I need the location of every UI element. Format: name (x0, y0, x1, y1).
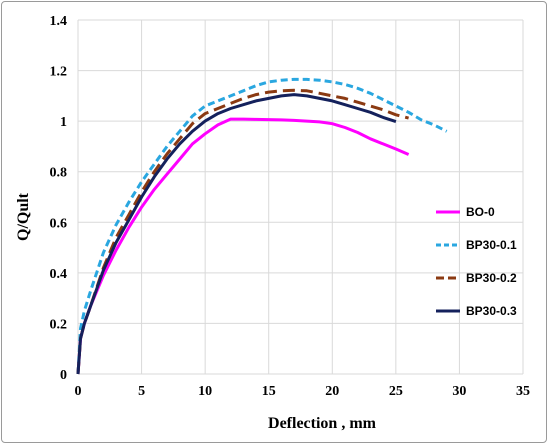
x-tick-label: 30 (452, 384, 466, 399)
y-tick-label: 0 (60, 368, 67, 383)
y-axis-title: Q/Qult (15, 192, 32, 241)
series-line-bp30-0-2 (76, 88, 409, 375)
axes (77, 20, 523, 375)
x-tick-label: 5 (138, 384, 145, 399)
y-tick-label: 0.2 (50, 317, 68, 332)
y-tick-label: 0.8 (50, 166, 68, 181)
gridlines (78, 19, 524, 374)
x-tick-label: 20 (325, 384, 339, 399)
x-tick-label: 25 (389, 384, 403, 399)
y-tick-label: 1.2 (50, 65, 68, 80)
y-tick-label: 1.4 (50, 14, 68, 29)
legend-label: BP30-0.2 (466, 271, 517, 285)
y-tick-labels: 0 0.2 0.4 0.6 0.8 1 1.2 1.4 (50, 14, 68, 383)
series-line-bp30-0-1 (76, 77, 448, 375)
x-tick-labels: 0 5 10 15 20 25 30 35 (75, 384, 531, 399)
x-tick-label: 35 (516, 384, 530, 399)
series-line-bp30-0-3 (76, 93, 397, 375)
y-tick-label: 0.4 (50, 267, 68, 282)
series-line-bo-0 (76, 117, 410, 375)
x-tick-label: 0 (75, 384, 82, 399)
y-tick-label: 1 (60, 115, 67, 130)
series-lines (76, 77, 448, 375)
y-tick-label: 0.6 (50, 216, 68, 231)
legend-label: BP30-0.1 (466, 238, 517, 252)
legend-label: BP30-0.3 (466, 304, 517, 318)
legend-label: BO-0 (466, 205, 495, 219)
legend: BO-0 BP30-0.1 BP30-0.2 BP30-0.3 (436, 205, 517, 318)
x-tick-label: 10 (198, 384, 212, 399)
x-tick-label: 15 (262, 384, 276, 399)
x-axis-title: Deflection , mm (268, 415, 377, 432)
